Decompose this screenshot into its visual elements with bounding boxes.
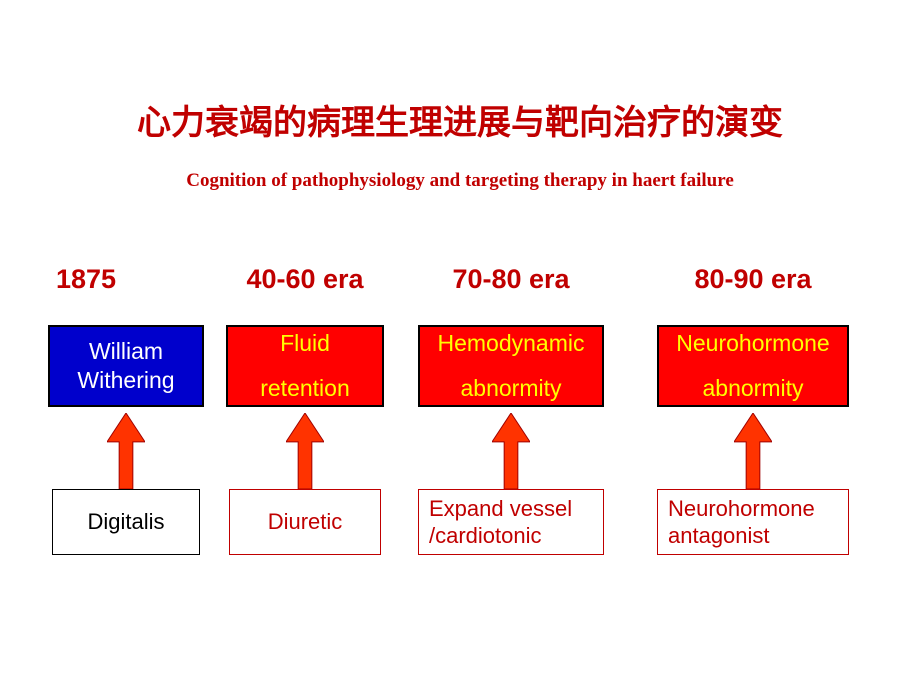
therapy-box: Expand vessel/cardiotonic xyxy=(418,489,604,555)
era-label: 1875 xyxy=(36,255,216,303)
therapy-line: Diuretic xyxy=(268,508,343,536)
therapy-line: Neurohormone xyxy=(668,495,815,523)
concept-line: Withering xyxy=(77,367,174,394)
slide: 心力衰竭的病理生理进展与靶向治疗的演变 Cognition of pathoph… xyxy=(0,0,920,690)
concept-line: abnormity xyxy=(461,375,562,402)
concept-box: WilliamWithering xyxy=(48,325,204,407)
arrow-up-icon xyxy=(734,413,772,489)
era-label: 80-90 era xyxy=(628,255,878,303)
concept-line: Hemodynamic xyxy=(438,330,585,357)
concept-line: abnormity xyxy=(703,375,804,402)
concept-line: retention xyxy=(260,375,350,402)
therapy-line: Digitalis xyxy=(87,508,164,536)
therapy-line: antagonist xyxy=(668,522,770,550)
column-2: 70-80 era Hemodynamic abnormity Expand vess… xyxy=(394,255,628,555)
column-3: 80-90 eraNeurohormoneabnormityNeurohormo… xyxy=(628,255,878,555)
era-label: 40-60 era xyxy=(216,255,394,303)
era-label: 70-80 era xyxy=(394,255,628,303)
subtitle: Cognition of pathophysiology and targeti… xyxy=(0,170,920,192)
arrow-up-icon xyxy=(107,413,145,489)
concept-line: Fluid xyxy=(280,330,330,357)
concept-box: Hemodynamic abnormity xyxy=(418,325,604,407)
concept-line: William xyxy=(89,338,163,365)
column-0: 1875 WilliamWithering Digitalis xyxy=(36,255,216,555)
concept-box: Neurohormone abnormity xyxy=(657,325,849,407)
therapy-box: Neurohormone antagonist xyxy=(657,489,849,555)
therapy-box: Diuretic xyxy=(229,489,381,555)
therapy-box: Digitalis xyxy=(52,489,200,555)
concept-line: Neurohormone xyxy=(676,330,829,357)
main-title: 心力衰竭的病理生理进展与靶向治疗的演变 xyxy=(0,95,920,144)
columns-container: 1875 WilliamWithering Digitalis 40-60 era Fl… xyxy=(36,255,886,555)
arrow-up-icon xyxy=(492,413,530,489)
therapy-line: /cardiotonic xyxy=(429,522,542,550)
concept-box: Fluid retention xyxy=(226,325,384,407)
therapy-line: Expand vessel xyxy=(429,495,572,523)
column-1: 40-60 era Fluid retention Diuretic xyxy=(216,255,394,555)
arrow-up-icon xyxy=(286,413,324,489)
